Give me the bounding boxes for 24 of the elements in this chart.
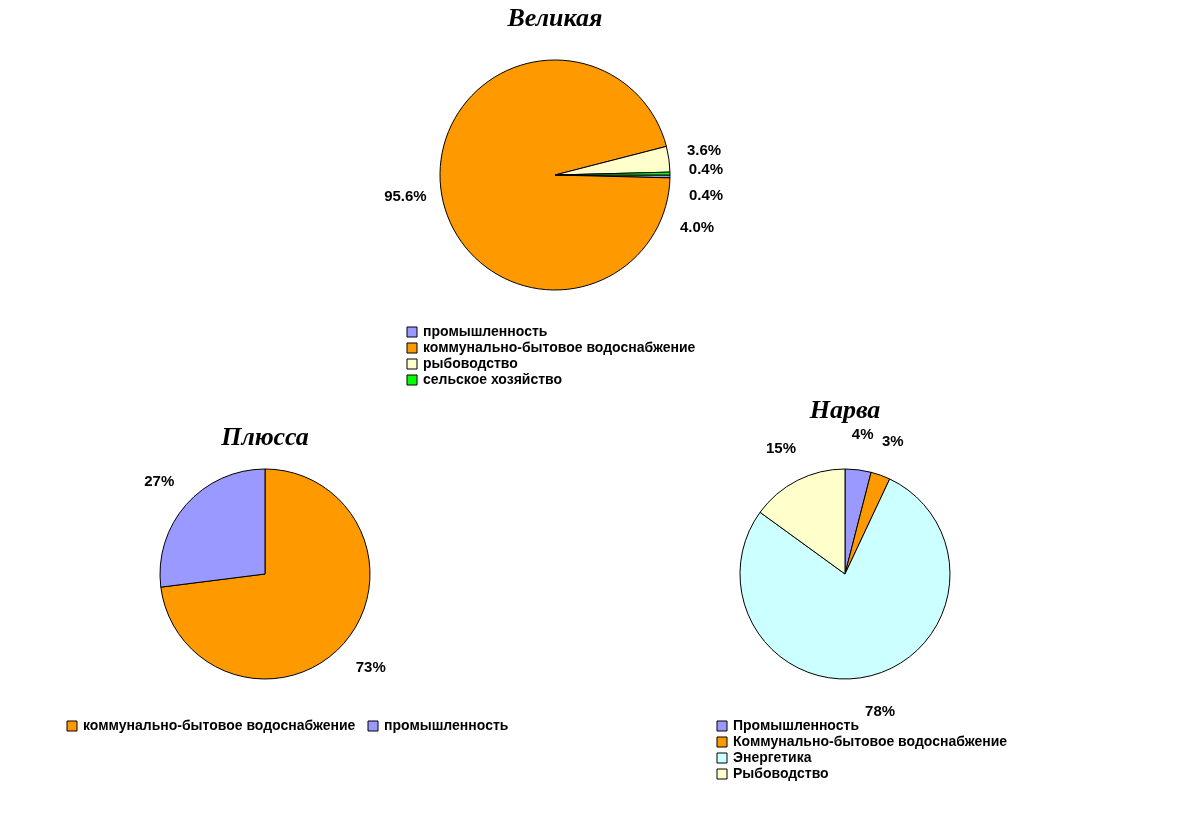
data-label: 27% [144, 471, 175, 489]
chart-title: Плюсса [220, 422, 309, 451]
legend-label: коммунально-бытовое водоснабжение [423, 339, 696, 355]
data-label: 0.4% [688, 160, 723, 178]
data-label: 3% [881, 432, 904, 450]
legend-label: коммунально-бытовое водоснабжение [83, 717, 356, 733]
legend-label: Промышленность [733, 717, 860, 733]
data-label: 4% [851, 425, 874, 443]
data-label: 95.6% [384, 186, 427, 204]
legend-label: Рыбоводство [733, 765, 829, 781]
text: 4.0% [680, 218, 715, 235]
chart-title: Великая [506, 3, 603, 32]
legend-label: промышленность [384, 717, 509, 733]
data-label: 15% [765, 439, 796, 457]
chart-title: Нарва [808, 395, 881, 425]
legend-label: рыбоводство [423, 355, 518, 371]
legend-label: Коммунально-бытовое водоснабжение [733, 733, 1008, 749]
legend-label: промышленность [423, 323, 548, 339]
data-label: 78% [865, 701, 896, 719]
legend-label: Энергетика [733, 749, 812, 765]
data-label: 3.6% [686, 141, 722, 159]
legend-label: сельское хозяйство [423, 371, 563, 387]
data-label: 0.4% [688, 185, 724, 203]
data-label: 73% [355, 658, 386, 676]
